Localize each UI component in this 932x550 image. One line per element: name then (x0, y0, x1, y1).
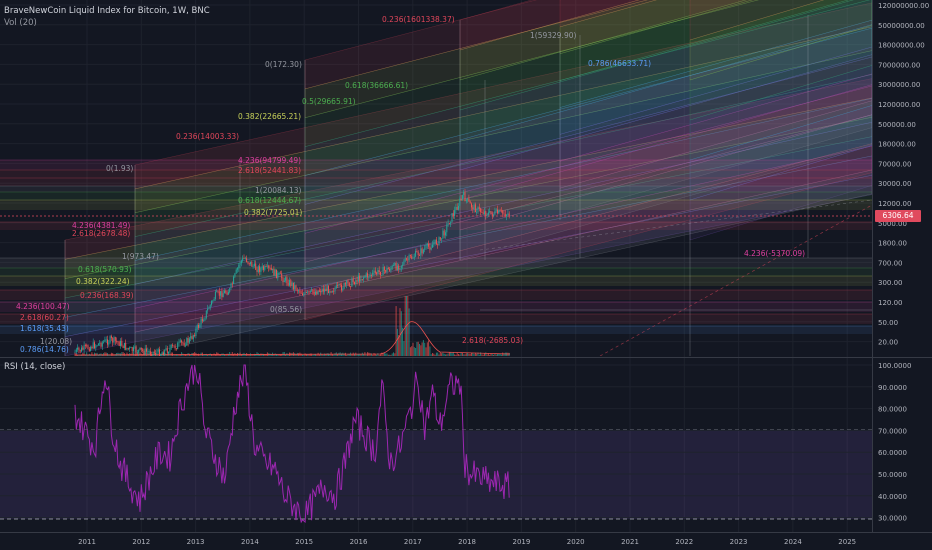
fib-level-label: 1(20.08) (40, 337, 72, 346)
fib-level-label: 0.382(7725.01) (244, 208, 302, 217)
price-axis-label: 70000.00 (878, 160, 911, 168)
rsi-axis-label: 60.0000 (878, 449, 907, 457)
fib-level-label: 0(85.56) (270, 305, 302, 314)
time-axis-label: 2023 (730, 538, 748, 546)
time-axis-label: 2014 (241, 538, 259, 546)
price-axis-label: 120.00 (878, 299, 903, 307)
fib-level-label: 0.382(22665.21) (238, 112, 301, 121)
fib-level-label: 0.236(168.39) (80, 291, 134, 300)
fib-level-label: 0(172.30) (265, 60, 302, 69)
fib-level-label: 0.786(14.76) (20, 345, 69, 354)
time-axis-label: 2022 (675, 538, 693, 546)
fib-level-label: 1.618(35.43) (20, 324, 69, 333)
price-axis-label: 30000.00 (878, 180, 911, 188)
rsi-axis-label: 90.0000 (878, 384, 907, 392)
fib-level-label: 0.618(570.93) (78, 265, 132, 274)
fib-level-label: 4.236(-5370.09) (744, 249, 805, 258)
fib-level-label: 2.618(52441.83) (238, 166, 301, 175)
time-axis-label: 2020 (567, 538, 585, 546)
price-axis[interactable]: 120000000.00 50000000.00 18000000.00 700000… (878, 2, 929, 347)
fib-level-label: 0.236(14003.33) (176, 132, 239, 141)
fib-level-label: 0.618(12444.67) (238, 196, 301, 205)
fib-level-label: 0.618(36666.61) (345, 81, 408, 90)
fib-level-label: 4.236(4381.49) (72, 221, 130, 230)
price-axis-label: 7000000.00 (878, 61, 920, 69)
time-axis-label: 2015 (295, 538, 313, 546)
rsi-axis-label: 30.0000 (878, 515, 907, 523)
time-axis-label: 2016 (350, 538, 368, 546)
fib-level-label: 2.618(60.27) (20, 313, 69, 322)
price-axis-label: 18000000.00 (878, 42, 925, 50)
price-axis-label: 1800.00 (878, 240, 907, 248)
price-axis-label: 700.00 (878, 259, 903, 267)
fib-level-label: 0(1.93) (106, 164, 133, 173)
time-axis-label: 2013 (187, 538, 205, 546)
rsi-axis-label: 80.0000 (878, 406, 907, 414)
price-candles (74, 188, 510, 356)
time-axis-label: 2012 (132, 538, 150, 546)
fib-level-label: 2.618(-2685.03) (462, 336, 523, 345)
price-axis-label: 500000.00 (878, 121, 916, 129)
time-axis-label: 2019 (512, 538, 530, 546)
price-pane[interactable]: 0.236(1601338.37) 1(59329.90) 0(172.30) 0.7… (0, 0, 872, 532)
time-axis-label: 2024 (784, 538, 802, 546)
price-axis-label: 50000000.00 (878, 22, 925, 30)
price-axis-label: 3000000.00 (878, 81, 920, 89)
time-axis-label: 2021 (621, 538, 639, 546)
rsi-line (74, 364, 510, 524)
rsi-axis-label: 70.0000 (878, 427, 907, 435)
fib-level-label: 0.5(29665.91) (302, 97, 356, 106)
price-axis-label: 20.00 (878, 339, 898, 347)
fib-level-labels: 0.236(1601338.37) 1(59329.90) 0(172.30) 0.7… (16, 15, 805, 354)
price-axis-label: 180000.00 (878, 141, 916, 149)
fib-level-label: 1(973.47) (122, 252, 159, 261)
fib-horizontal-levels (0, 159, 872, 356)
fib-level-label: 4.236(94799.49) (238, 156, 301, 165)
rsi-axis-label: 100.0000 (878, 362, 911, 370)
fib-level-label: 0.786(46633.71) (588, 59, 651, 68)
fib-channels (64, 0, 872, 356)
rsi-axis-label: 40.0000 (878, 493, 907, 501)
chart-title: BraveNewCoin Liquid Index for Bitcoin, 1… (4, 6, 210, 16)
volume-legend: Vol (20) (4, 18, 37, 28)
price-axis-label: 300.00 (878, 279, 903, 287)
price-axis-label: 120000000.00 (878, 2, 929, 10)
time-axis-label: 2018 (458, 538, 476, 546)
current-price-tag: 6306.64 (875, 210, 921, 222)
fib-level-label: 2.618(2678.48) (72, 229, 130, 238)
rsi-axis-label: 50.0000 (878, 471, 907, 479)
rsi-title: RSI (14, close) (4, 362, 66, 372)
price-axis-label: 50.00 (878, 319, 898, 327)
price-axis-label: 12000.00 (878, 200, 911, 208)
fib-level-label: 0.382(322.24) (76, 277, 130, 286)
time-axis-label: 2017 (404, 538, 422, 546)
rsi-pane[interactable] (0, 364, 872, 524)
rsi-axis[interactable]: 100.0000 90.0000 80.0000 70.0000 60.0000 50.0… (878, 362, 911, 523)
fib-level-label: 1(59329.90) (530, 31, 576, 40)
fib-level-label: 4.236(100.47) (16, 302, 70, 311)
fib-level-label: 0.236(1601338.37) (382, 15, 455, 24)
price-axis-label: 5000.00 (878, 220, 907, 228)
time-axis[interactable]: 2011 2012 2013 2014 2015 2016 2017 2018 2019 2020… (78, 538, 856, 546)
fib-level-label: 1(20084.13) (255, 186, 301, 195)
time-axis-label: 2011 (78, 538, 96, 546)
time-axis-label: 2025 (838, 538, 856, 546)
price-axis-label: 1200000.00 (878, 101, 920, 109)
